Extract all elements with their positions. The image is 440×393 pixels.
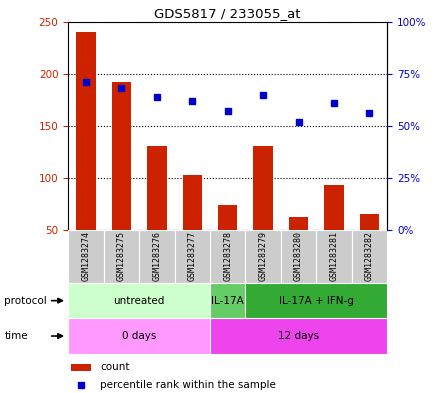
Text: protocol: protocol (4, 296, 47, 306)
Bar (175, 230, 210, 283)
Text: IL-17A + IFN-g: IL-17A + IFN-g (279, 296, 354, 306)
Bar (68, 230, 104, 283)
Text: GSM1283278: GSM1283278 (223, 231, 232, 281)
Bar (68, 283, 210, 318)
Text: percentile rank within the sample: percentile rank within the sample (100, 380, 276, 390)
Text: 0 days: 0 days (122, 331, 156, 341)
Bar (76, 32, 95, 230)
Bar (253, 145, 273, 230)
Bar (289, 217, 308, 230)
Bar (147, 145, 167, 230)
Text: GSM1283275: GSM1283275 (117, 231, 126, 281)
Bar (360, 214, 379, 230)
Text: 12 days: 12 days (278, 331, 319, 341)
Bar (246, 283, 387, 318)
Bar (104, 230, 139, 283)
Bar (316, 230, 352, 283)
Bar (281, 230, 316, 283)
Bar (139, 230, 175, 283)
Bar (183, 175, 202, 230)
Text: count: count (100, 362, 130, 372)
Text: GSM1283276: GSM1283276 (152, 231, 161, 281)
Bar (210, 230, 246, 283)
Bar (324, 185, 344, 230)
Text: GSM1283281: GSM1283281 (330, 231, 338, 281)
Bar (246, 230, 281, 283)
Text: GSM1283280: GSM1283280 (294, 231, 303, 281)
Text: GSM1283277: GSM1283277 (188, 231, 197, 281)
Bar (218, 205, 238, 230)
Bar (210, 283, 246, 318)
Text: GSM1283279: GSM1283279 (259, 231, 268, 281)
Bar (112, 82, 131, 230)
Bar (352, 230, 387, 283)
Text: untreated: untreated (114, 296, 165, 306)
Text: IL-17A: IL-17A (211, 296, 244, 306)
Text: time: time (4, 331, 28, 341)
Title: GDS5817 / 233055_at: GDS5817 / 233055_at (154, 7, 301, 20)
Text: GSM1283282: GSM1283282 (365, 231, 374, 281)
Bar (71, 364, 91, 371)
Bar (210, 318, 387, 354)
Text: GSM1283274: GSM1283274 (81, 231, 91, 281)
Bar (68, 318, 210, 354)
